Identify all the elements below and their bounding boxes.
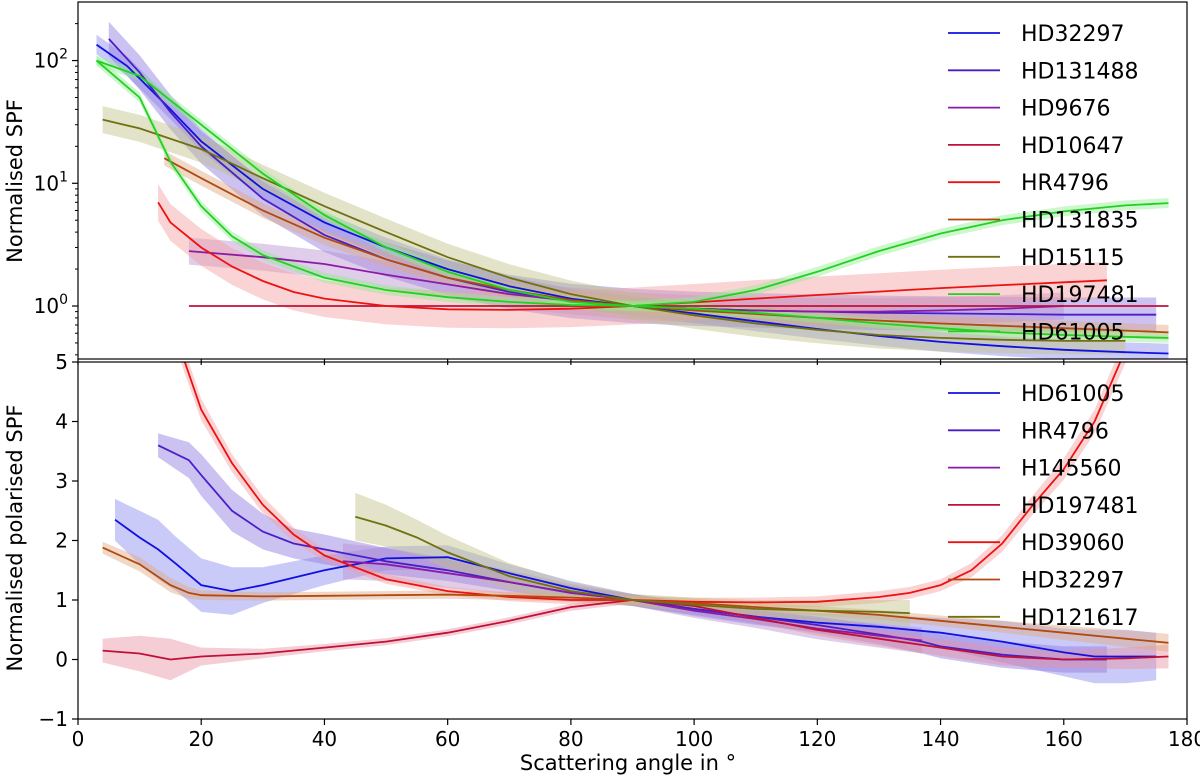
x-tick-label-180: 180 <box>1168 727 1200 751</box>
x-tick-label-0: 0 <box>72 727 85 751</box>
top-panel-bands <box>96 21 1169 359</box>
bottom-y-tick-label: 0 <box>55 648 68 672</box>
bottom-legend-label-hd197481: HD197481 <box>1021 494 1138 519</box>
x-tick-label-60: 60 <box>435 727 460 751</box>
x-tick-label-120: 120 <box>798 727 836 751</box>
bottom-legend-label-hd39060: HD39060 <box>1021 531 1124 556</box>
top-legend-label-hd15115: HD15115 <box>1021 246 1124 271</box>
top-panel-lines <box>95 38 1169 355</box>
top-y-tick-label-0: 100 <box>34 292 68 318</box>
top-band-hd9676 <box>188 237 1064 326</box>
top-y-tick-label-1: 101 <box>34 169 68 195</box>
bottom-legend-label-hd61005: HD61005 <box>1021 382 1124 407</box>
tick-labels: 0 20 40 60 80 100 120 140 160 180100101102−101234… <box>34 47 1200 751</box>
x-tick-label-160: 160 <box>1045 727 1083 751</box>
top-ylabel: Normalised SPF <box>3 99 27 263</box>
top-line-hd15115 <box>102 118 1126 342</box>
top-band-hd197481 <box>96 55 1169 311</box>
x-tick-label-100: 100 <box>675 727 713 751</box>
x-tick-label-140: 140 <box>921 727 959 751</box>
top-legend-label-hd131835: HD131835 <box>1021 209 1138 234</box>
bottom-band-hr4796 <box>158 433 1107 673</box>
bottom-line-hd32297 <box>102 546 1169 644</box>
axes <box>72 1 1188 725</box>
legends: HD32297 HD131488 HD9676 HD10647 HR4796 HD1318… <box>948 22 1138 631</box>
bottom-line-hd121617 <box>355 515 910 614</box>
x-tick-label-20: 20 <box>188 727 213 751</box>
top-y-tick-label-2: 102 <box>34 47 68 73</box>
top-legend-label-hd9676: HD9676 <box>1021 97 1110 122</box>
bottom-ylabel: Normalised polarised SPF <box>3 405 27 672</box>
xlabel: Scattering angle in ° <box>520 751 736 775</box>
top-band-hd131835 <box>164 150 1169 340</box>
bottom-line-hd61005 <box>114 518 1157 658</box>
top-legend-label-hd131488: HD131488 <box>1021 59 1138 84</box>
bottom-band-hd121617 <box>355 492 910 627</box>
x-tick-label-40: 40 <box>312 727 337 751</box>
bottom-y-tick-label: 5 <box>55 350 68 374</box>
bottom-y-tick-label: 2 <box>55 529 68 553</box>
top-legend-label-hd61005: HD61005 <box>1021 320 1124 345</box>
bottom-y-tick-label: 1 <box>55 588 68 612</box>
top-legend-label-hd32297: HD32297 <box>1021 22 1124 47</box>
bottom-legend-label-h145560: H145560 <box>1021 457 1122 482</box>
bottom-line-hd197481 <box>102 599 1169 661</box>
bottom-line-hd39060 <box>183 362 1122 604</box>
top-legend-label-hd197481: HD197481 <box>1021 283 1138 308</box>
bottom-legend-label-hr4796: HR4796 <box>1021 419 1109 444</box>
bottom-y-tick-label: 4 <box>55 410 68 434</box>
bottom-band-hd32297 <box>102 541 1169 652</box>
top-axes-frame <box>77 1 1188 360</box>
bottom-y-tick-label: 3 <box>55 469 68 493</box>
bottom-panel-lines <box>102 362 1169 661</box>
bottom-band-h145560 <box>342 543 923 654</box>
bottom-legend-label-hd121617: HD121617 <box>1021 606 1138 631</box>
x-tick-label-80: 80 <box>558 727 583 751</box>
top-line-hr4796 <box>157 201 1107 311</box>
bottom-legend-label-hd32297: HD32297 <box>1021 569 1124 594</box>
bottom-y-tick-label: −1 <box>39 707 68 731</box>
top-legend-label-hr4796: HR4796 <box>1021 171 1109 196</box>
top-legend-label-hd10647: HD10647 <box>1021 134 1124 159</box>
